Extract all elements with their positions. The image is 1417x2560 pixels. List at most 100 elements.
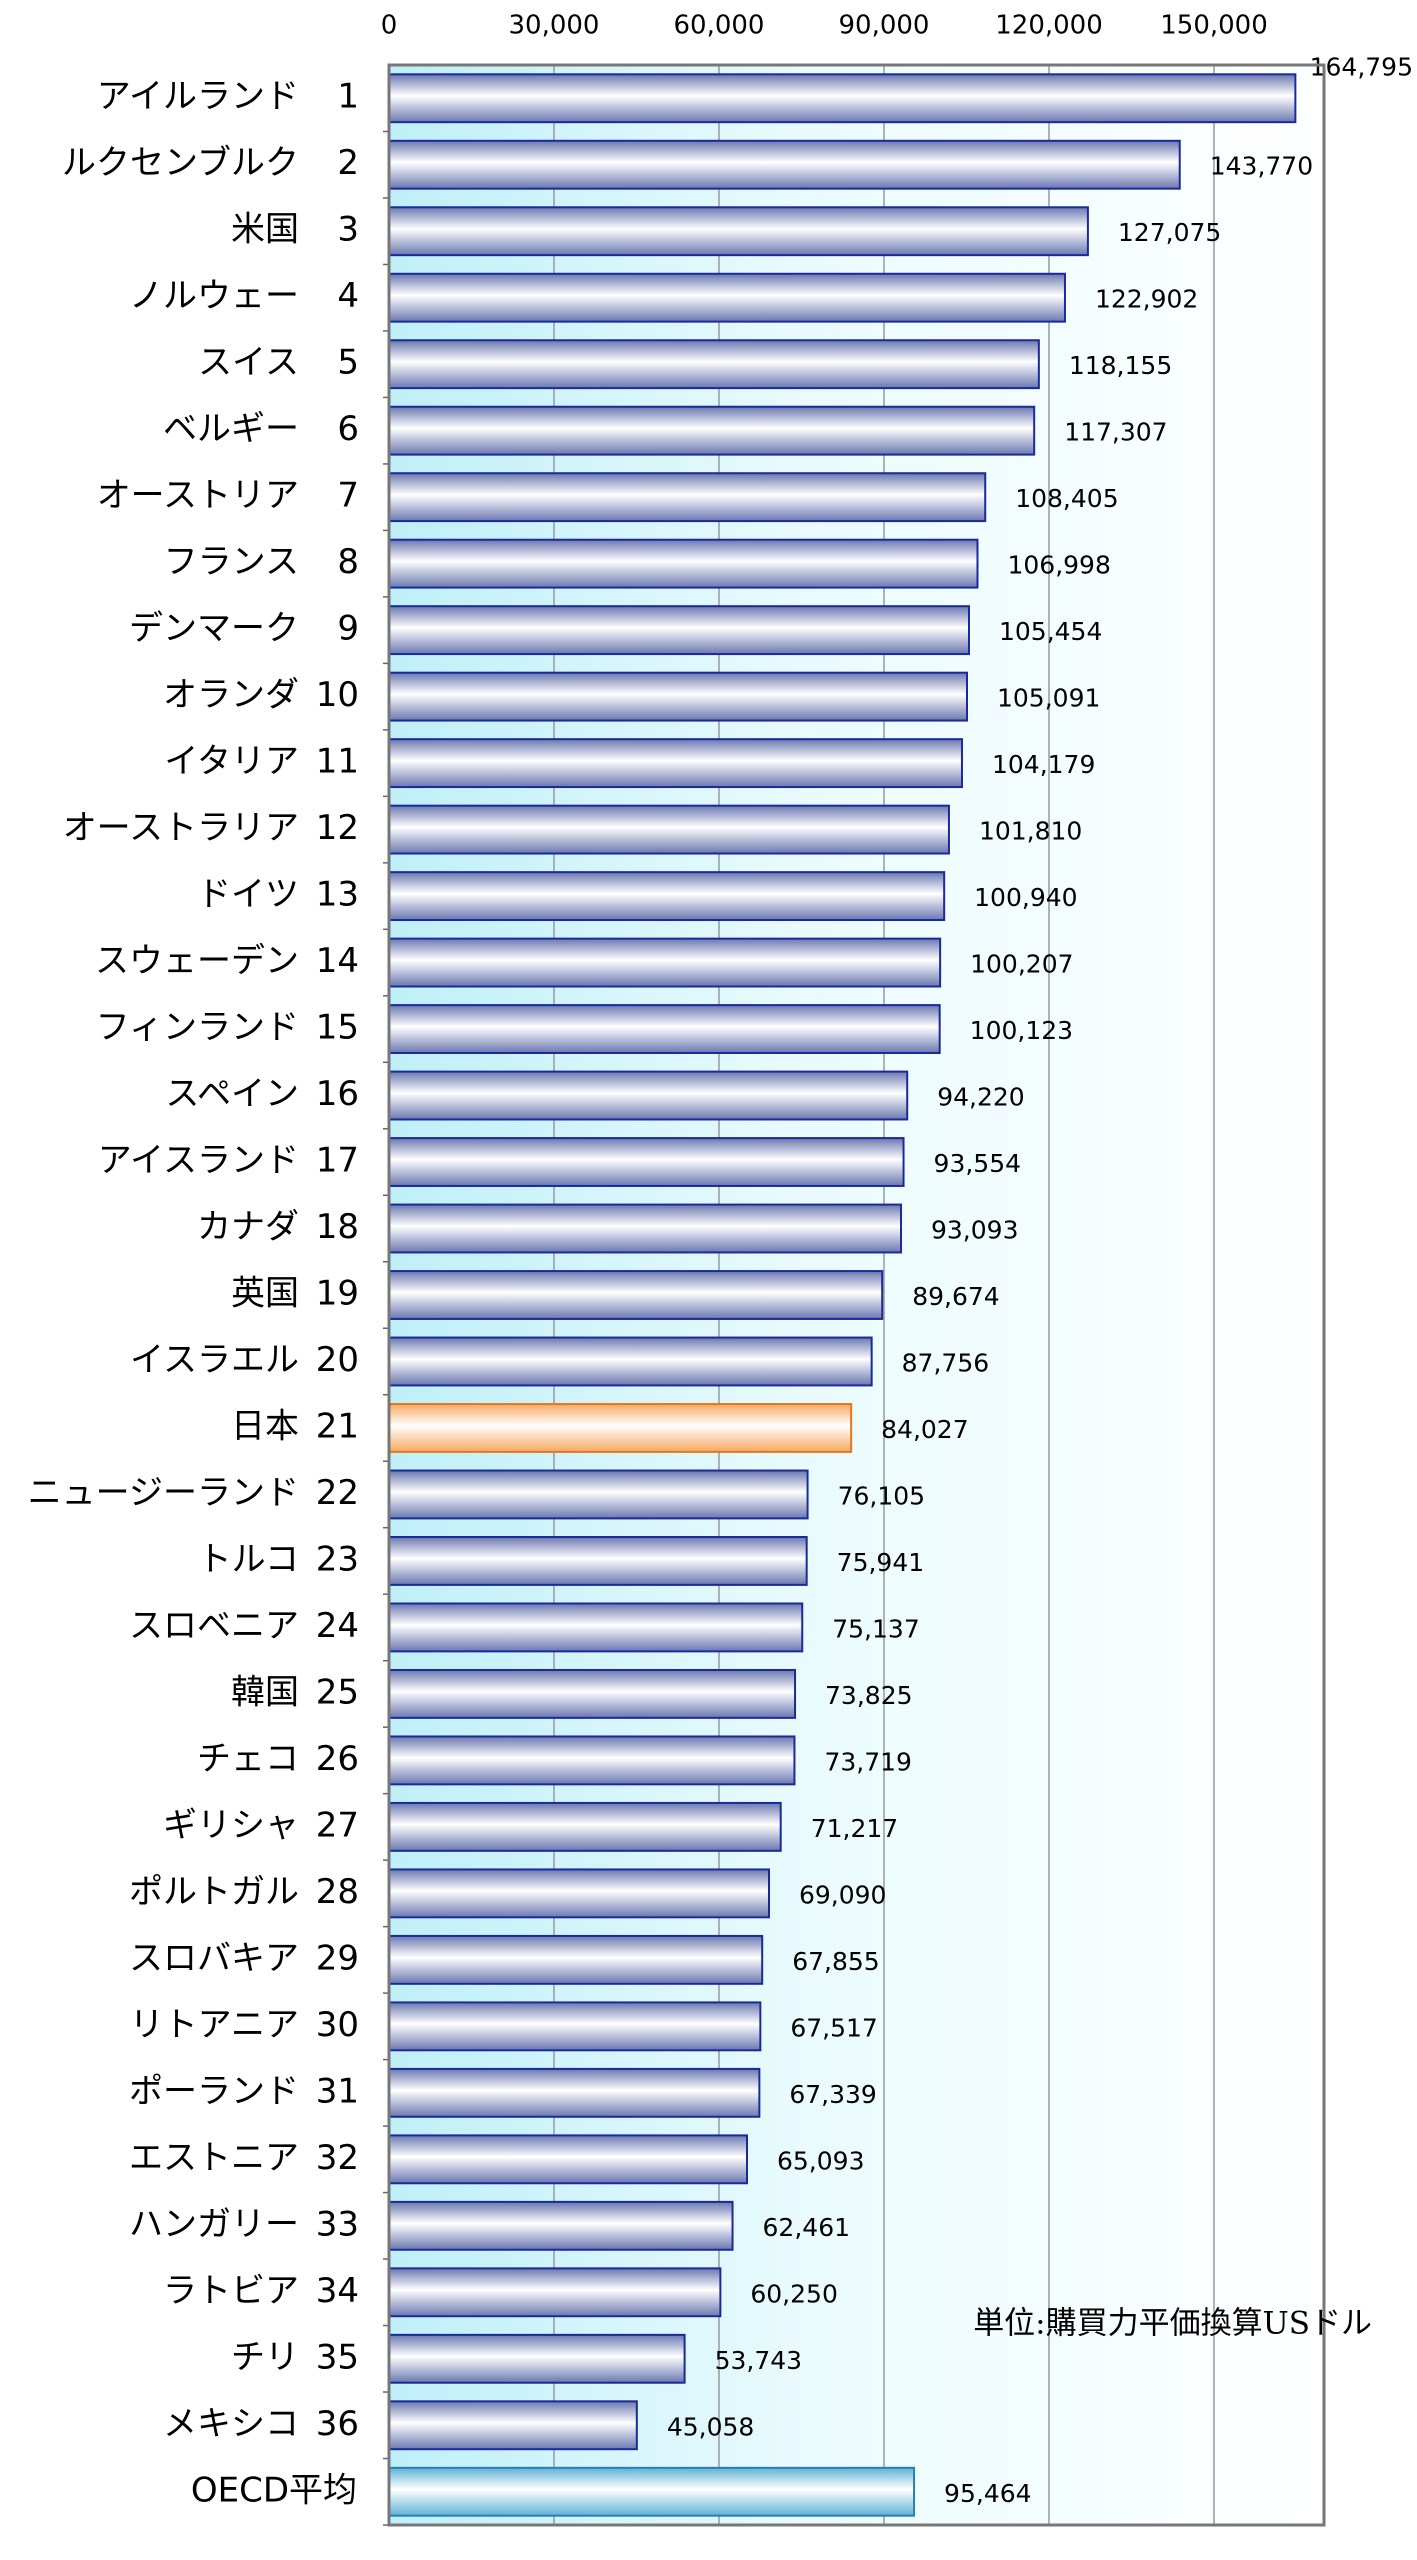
value-label: 100,940	[974, 883, 1077, 912]
rank-label: 28	[316, 1872, 359, 1912]
rank-label: 31	[316, 2071, 359, 2111]
bar	[388, 139, 1181, 190]
rank-label: 1	[337, 77, 359, 117]
category-label: ドイツ	[197, 875, 299, 915]
rank-label: 26	[316, 1739, 359, 1779]
bar	[388, 1403, 853, 1453]
value-label: 73,719	[824, 1747, 911, 1776]
bar	[388, 73, 1297, 124]
value-label: 106,998	[1007, 551, 1110, 580]
bar	[388, 2200, 734, 2251]
value-label: 62,461	[763, 2213, 850, 2242]
value-label: 164,795	[1310, 52, 1413, 81]
category-label: ベルギー	[163, 409, 299, 449]
rank-label: 20	[316, 1340, 359, 1380]
bar	[388, 1934, 764, 1985]
value-label: 75,137	[832, 1614, 919, 1643]
rank-label: 21	[316, 1406, 359, 1446]
category-label: ラトビア	[163, 2271, 299, 2311]
category-label: 韓国	[231, 1672, 299, 1712]
bar	[388, 1469, 809, 1520]
category-label: スロバキア	[129, 1938, 299, 1978]
rank-label: 2	[337, 143, 359, 183]
category-label: アイスランド	[98, 1141, 299, 1181]
category-label: ギリシャ	[163, 1805, 299, 1845]
value-label: 100,123	[970, 1016, 1073, 1045]
category-label: ポーランド	[129, 2071, 299, 2111]
category-label: オランダ	[163, 675, 299, 715]
bar	[388, 472, 987, 523]
rank-label: 8	[337, 542, 359, 582]
bar	[388, 2001, 762, 2052]
rank-label: 5	[337, 343, 359, 383]
bar	[388, 272, 1066, 323]
value-label: 67,517	[790, 2013, 877, 2042]
rank-label: 4	[337, 276, 359, 316]
value-label: 127,075	[1118, 218, 1221, 247]
rank-label: 29	[316, 1938, 359, 1978]
bar	[388, 2333, 686, 2384]
bar	[388, 1070, 909, 1121]
value-label: 45,058	[667, 2412, 754, 2441]
bar	[388, 339, 1040, 390]
rank-label: 12	[316, 808, 359, 848]
bar	[388, 804, 950, 855]
value-label: 101,810	[979, 817, 1082, 846]
bar	[388, 1270, 884, 1320]
value-label: 73,825	[825, 1681, 912, 1710]
x-tick-label: 0	[381, 11, 398, 41]
bar	[388, 2134, 749, 2185]
category-label: ノルウェー	[129, 276, 299, 316]
bar	[388, 1137, 905, 1187]
value-label: 118,155	[1069, 351, 1172, 380]
bar	[388, 1336, 873, 1387]
value-label: 93,093	[931, 1216, 1018, 1245]
rank-label: 35	[316, 2337, 359, 2377]
bar	[388, 1602, 804, 1653]
category-label: ハンガリー	[129, 2204, 299, 2244]
rank-label: 11	[316, 742, 359, 782]
rank-label: 6	[337, 409, 359, 449]
category-label: フランス	[164, 542, 299, 582]
bar	[388, 605, 970, 656]
category-label: フィンランド	[96, 1008, 299, 1048]
category-label: イタリア	[164, 742, 299, 782]
bar	[388, 2400, 638, 2451]
category-label: スペイン	[165, 1074, 299, 1114]
value-label: 95,464	[944, 2479, 1031, 2508]
x-tick-label: 30,000	[509, 11, 600, 41]
category-label: デンマーク	[129, 609, 299, 649]
category-label: リトアニア	[130, 2005, 299, 2045]
value-label: 104,179	[992, 750, 1095, 779]
rank-label: 13	[316, 875, 359, 915]
bar	[388, 871, 946, 922]
value-label: 105,091	[997, 684, 1100, 713]
bar	[388, 206, 1089, 257]
value-label: 108,405	[1015, 484, 1118, 513]
rank-label: 15	[316, 1008, 359, 1048]
value-label: 93,554	[934, 1149, 1021, 1178]
value-label: 65,093	[777, 2146, 864, 2175]
category-label: 英国	[231, 1274, 299, 1314]
value-label: 76,105	[838, 1481, 925, 1510]
value-label: 69,090	[799, 1880, 886, 1909]
category-label: 米国	[231, 210, 299, 250]
value-label: 117,307	[1064, 418, 1167, 447]
rank-label: 18	[316, 1207, 359, 1247]
category-label: スロベニア	[129, 1606, 299, 1646]
rank-label: 10	[316, 675, 359, 715]
category-label: ポルトガル	[129, 1872, 299, 1912]
category-label: アイルランド	[97, 77, 299, 117]
bar	[388, 2067, 761, 2118]
category-label: ルクセンブルク	[62, 143, 299, 183]
bar	[388, 1004, 941, 1054]
value-label: 100,207	[970, 950, 1073, 979]
category-label: エストニア	[129, 2138, 299, 2178]
bar	[388, 671, 969, 722]
x-tick-label: 60,000	[674, 11, 765, 41]
rank-label: 30	[316, 2005, 359, 2045]
rank-label: 22	[316, 1473, 359, 1513]
category-label: チェコ	[197, 1739, 299, 1779]
